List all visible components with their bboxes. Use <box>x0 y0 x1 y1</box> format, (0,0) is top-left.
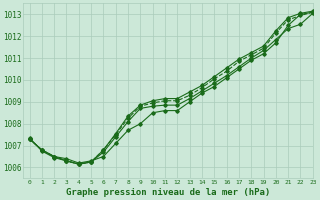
X-axis label: Graphe pression niveau de la mer (hPa): Graphe pression niveau de la mer (hPa) <box>66 188 270 197</box>
